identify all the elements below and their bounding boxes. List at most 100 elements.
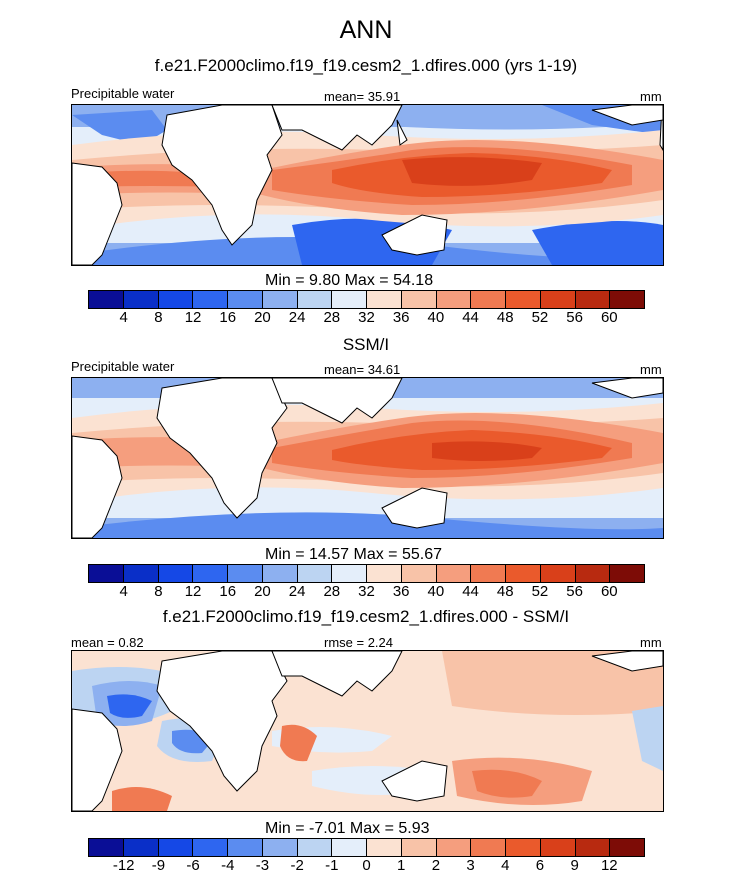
panel3-minmax: Min = -7.01 Max = 5.93 [265, 820, 430, 837]
colorbar-diff-tick-label: -3 [255, 857, 270, 874]
colorbar-abs-1-swatch [436, 291, 472, 308]
colorbar-diff-tick-label: -9 [151, 857, 166, 874]
colorbar-abs-1-tick-label: 40 [427, 309, 445, 326]
colorbar-abs-1-swatch [506, 291, 541, 308]
panel2-subtitle: SSM/I [342, 335, 390, 354]
colorbar-diff-tick-label: -6 [186, 857, 200, 874]
colorbar-diff-tick-label: -12 [112, 857, 135, 874]
colorbar-abs-1-swatch [367, 291, 402, 308]
panel1-coastlines [72, 105, 663, 265]
colorbar-abs-2-tick-label: 32 [358, 583, 375, 600]
colorbar-abs-1-swatch [575, 291, 611, 308]
colorbar-abs-1-swatch [262, 291, 298, 308]
colorbar-abs-1-swatch [297, 291, 333, 308]
panel1-subtitle: f.e21.F2000climo.f19_f19.cesm2_1.dfires.… [154, 56, 578, 75]
colorbar-abs-2-swatch [158, 565, 194, 582]
colorbar-abs-2-tick-label: 40 [427, 583, 445, 600]
colorbar-abs-1-tick-label: 20 [254, 309, 271, 326]
colorbar-diff-tick-label: 9 [570, 857, 579, 874]
panel1-variable-label: Precipitable water [71, 86, 175, 101]
colorbar-abs-2-swatch [193, 565, 228, 582]
colorbar-diff-swatch [575, 839, 611, 856]
colorbar-diff-swatch [262, 839, 298, 856]
colorbar-abs-1-tick-label: 32 [358, 309, 375, 326]
colorbar-abs-2-swatch [89, 565, 124, 582]
colorbar-abs-2-swatch [228, 565, 263, 582]
colorbar-abs-1-tick-label: 16 [219, 309, 237, 326]
colorbar-abs-2-tick-label: 16 [219, 583, 237, 600]
colorbar-abs-1-tick-label: 4 [119, 309, 128, 326]
colorbar-abs-2-tick-label: 48 [496, 583, 514, 600]
panel2-coastlines [72, 378, 663, 538]
colorbar-abs-2-swatch [471, 565, 506, 582]
colorbar-abs-2-tick-label: 44 [462, 583, 479, 600]
colorbar-abs-2-swatch [401, 565, 437, 582]
colorbar-diff-swatch [297, 839, 333, 856]
colorbar-abs-1 [88, 290, 645, 309]
colorbar-abs-2-tick-label: 36 [392, 583, 410, 600]
panel3-map [71, 650, 664, 812]
colorbar-diff-tick-label: 3 [466, 857, 475, 874]
colorbar-diff-swatch [89, 839, 124, 856]
colorbar-diff-swatch [367, 839, 402, 856]
panel3-rmse-label: rmse = 2.24 [324, 635, 394, 650]
colorbar-abs-1-tick-label: 24 [288, 309, 306, 326]
colorbar-abs-2-tick-label: 20 [254, 583, 271, 600]
colorbar-abs-1-tick-label: 48 [496, 309, 514, 326]
colorbar-diff-swatch [506, 839, 541, 856]
panel2-minmax: Min = 14.57 Max = 55.67 [265, 546, 442, 563]
colorbar-abs-2-tick-label: 60 [600, 583, 618, 600]
colorbar-abs-2-tick-label: 28 [323, 583, 341, 600]
colorbar-abs-2-swatch [540, 565, 576, 582]
colorbar-abs-2-swatch [123, 565, 159, 582]
colorbar-abs-1-swatch [401, 291, 437, 308]
colorbar-abs-2-swatch [262, 565, 298, 582]
colorbar-diff-tick-label: 12 [600, 857, 618, 874]
colorbar-abs-1-swatch [540, 291, 576, 308]
colorbar-diff-ticks: -12 -9 -6 -4 -3 -2 -1 0 1 2 3 4 6 9 12 [88, 857, 645, 875]
colorbar-abs-1-tick-label: 28 [323, 309, 341, 326]
colorbar-abs-2-tick-label: 56 [566, 583, 583, 600]
panel2-variable-label: Precipitable water [71, 359, 175, 374]
panel1-units-label: mm [640, 89, 662, 104]
colorbar-abs-1-tick-label: 52 [531, 309, 549, 326]
panel2-units-label: mm [640, 362, 662, 377]
colorbar-diff-swatch [158, 839, 194, 856]
colorbar-abs-1-tick-label: 60 [600, 309, 618, 326]
colorbar-diff-swatch [332, 839, 367, 856]
colorbar-diff-swatch [193, 839, 228, 856]
colorbar-abs-1-swatch [610, 291, 644, 308]
colorbar-abs-1-tick-label: 44 [462, 309, 479, 326]
colorbar-abs-2-swatch [367, 565, 402, 582]
colorbar-abs-2-tick-label: 24 [288, 583, 306, 600]
colorbar-abs-2-swatch [297, 565, 333, 582]
panel2-mean-label: mean= 34.61 [324, 362, 401, 377]
colorbar-abs-2-swatch [436, 565, 472, 582]
panel3-coastlines [72, 651, 663, 811]
panel1-map [71, 104, 664, 266]
colorbar-abs-2 [88, 564, 645, 583]
colorbar-diff-tick-label: 1 [397, 857, 406, 874]
colorbar-abs-1-tick-label: 56 [566, 309, 583, 326]
panel3-units-label: mm [640, 635, 662, 650]
colorbar-abs-2-swatch [506, 565, 541, 582]
colorbar-abs-1-ticks: 4 8 12 16 20 24 28 32 36 40 44 48 52 56 60 [88, 309, 645, 327]
colorbar-diff-tick-label: 2 [431, 857, 441, 874]
colorbar-abs-1-tick-label: 36 [392, 309, 410, 326]
colorbar-diff-swatch [123, 839, 159, 856]
colorbar-abs-1-swatch [471, 291, 506, 308]
panel3-mean-label: mean = 0.82 [71, 635, 144, 650]
colorbar-abs-1-swatch [89, 291, 124, 308]
panel1-mean-label: mean= 35.91 [324, 89, 401, 104]
colorbar-diff-tick-label: 0 [362, 857, 371, 874]
colorbar-abs-1-tick-label: 12 [184, 309, 202, 326]
panel2-map [71, 377, 664, 539]
colorbar-diff-swatch [401, 839, 437, 856]
figure-title: ANN [339, 16, 393, 44]
colorbar-abs-1-swatch [123, 291, 159, 308]
colorbar-abs-1-swatch [332, 291, 367, 308]
colorbar-abs-2-tick-label: 8 [154, 583, 163, 600]
colorbar-diff-swatch [610, 839, 644, 856]
colorbar-abs-2-tick-label: 12 [184, 583, 202, 600]
colorbar-abs-2-swatch [575, 565, 611, 582]
